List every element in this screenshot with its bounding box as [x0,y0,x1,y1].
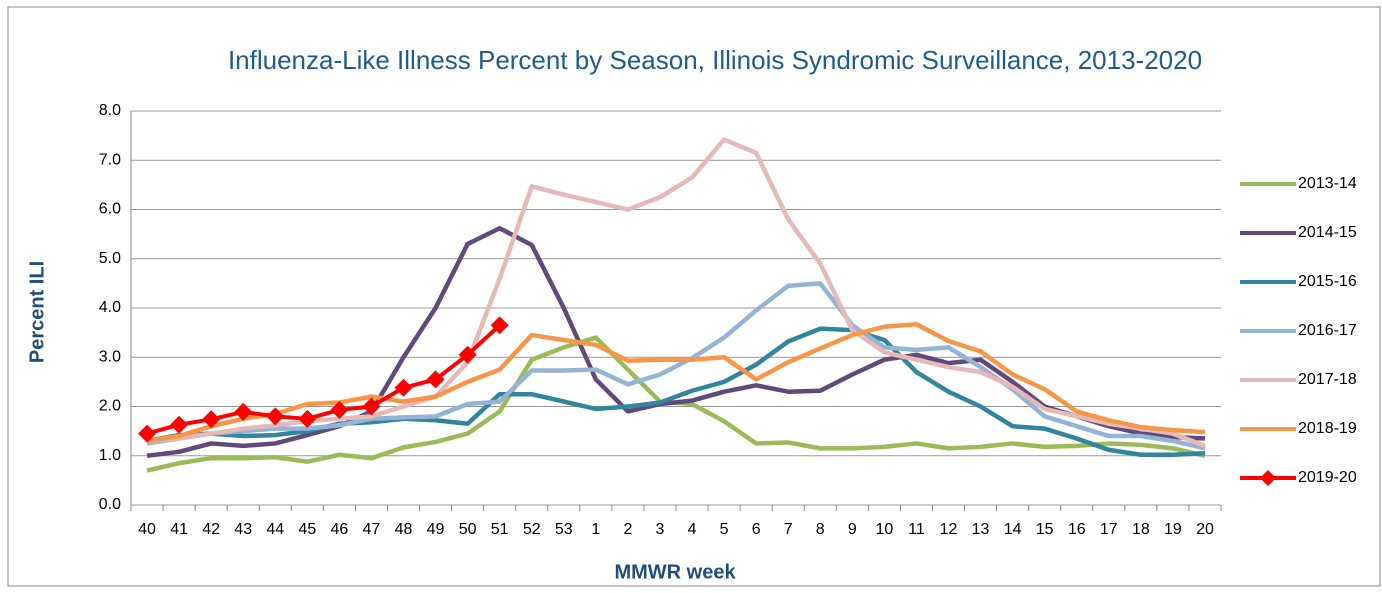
series-line [146,225,1206,458]
series-marker [394,378,413,397]
legend-label: 2013-14 [1298,175,1357,192]
y-tick-label: 1.0 [99,447,121,464]
x-tick-label: 8 [816,521,825,538]
chart-frame [7,6,1381,587]
x-tick-label: 47 [363,521,381,538]
x-tick-label: 45 [298,521,316,538]
series-marker [362,397,381,416]
legend-label: 2017-18 [1298,371,1357,388]
series-line [146,281,1206,451]
legend-label: 2015-16 [1298,273,1357,290]
x-tick-label: 1 [591,521,600,538]
x-tick-label: 17 [1100,521,1118,538]
series-marker [234,402,253,421]
x-tick-label: 15 [1036,521,1054,538]
y-tick-label: 0.0 [99,496,121,513]
x-tick-label: 12 [940,521,958,538]
y-tick-label: 6.0 [99,201,121,218]
series-marker [170,415,189,434]
x-tick-label: 50 [459,521,477,538]
series-line [146,322,1206,444]
series-marker [330,400,349,419]
legend-label: 2019-20 [1298,469,1357,486]
x-tick-label: 9 [848,521,857,538]
x-tick-label: 48 [395,521,413,538]
x-tick-label: 20 [1196,521,1214,538]
x-tick-label: 46 [330,521,348,538]
x-tick-label: 11 [908,521,925,538]
y-axis-label: Percent ILI [26,261,48,363]
series-marker [266,407,285,426]
chart-title: Influenza-Like Illness Percent by Season… [228,45,1202,75]
y-tick-label: 2.0 [99,398,121,415]
series-marker [490,316,509,335]
x-tick-label: 51 [491,521,509,538]
x-tick-label: 4 [688,521,697,538]
x-tick-label: 3 [656,521,665,538]
x-tick-label: 18 [1132,521,1150,538]
legend-label: 2014-15 [1298,224,1357,241]
x-tick-label: 40 [138,521,156,538]
y-tick-label: 3.0 [99,348,121,365]
series-marker [298,409,317,428]
x-tick-label: 16 [1068,521,1086,538]
x-tick-label: 44 [266,521,284,538]
x-axis-label: MMWR week [614,561,736,583]
legend-marker [1260,470,1276,486]
series-marker [202,410,221,429]
y-tick-label: 4.0 [99,299,121,316]
x-tick-label: 41 [170,521,188,538]
series-marker [458,345,477,364]
x-tick-label: 43 [234,521,252,538]
x-tick-label: 5 [720,521,729,538]
x-tick-label: 52 [523,521,541,538]
x-tick-label: 13 [972,521,990,538]
x-tick-label: 49 [427,521,445,538]
legend-label: 2016-17 [1298,322,1357,339]
x-tick-label: 53 [555,521,573,538]
series-line [146,137,1206,449]
x-tick-label: 42 [202,521,220,538]
y-tick-label: 7.0 [99,151,121,168]
x-tick-label: 14 [1004,521,1022,538]
series-marker [426,370,445,389]
y-tick-label: 5.0 [99,250,121,267]
series-marker [138,424,157,443]
y-tick-label: 8.0 [99,102,121,119]
x-tick-label: 6 [752,521,761,538]
x-tick-label: 19 [1164,521,1182,538]
legend-label: 2018-19 [1298,420,1357,437]
x-tick-label: 10 [875,521,893,538]
x-tick-label: 2 [623,521,632,538]
x-tick-label: 7 [784,521,793,538]
